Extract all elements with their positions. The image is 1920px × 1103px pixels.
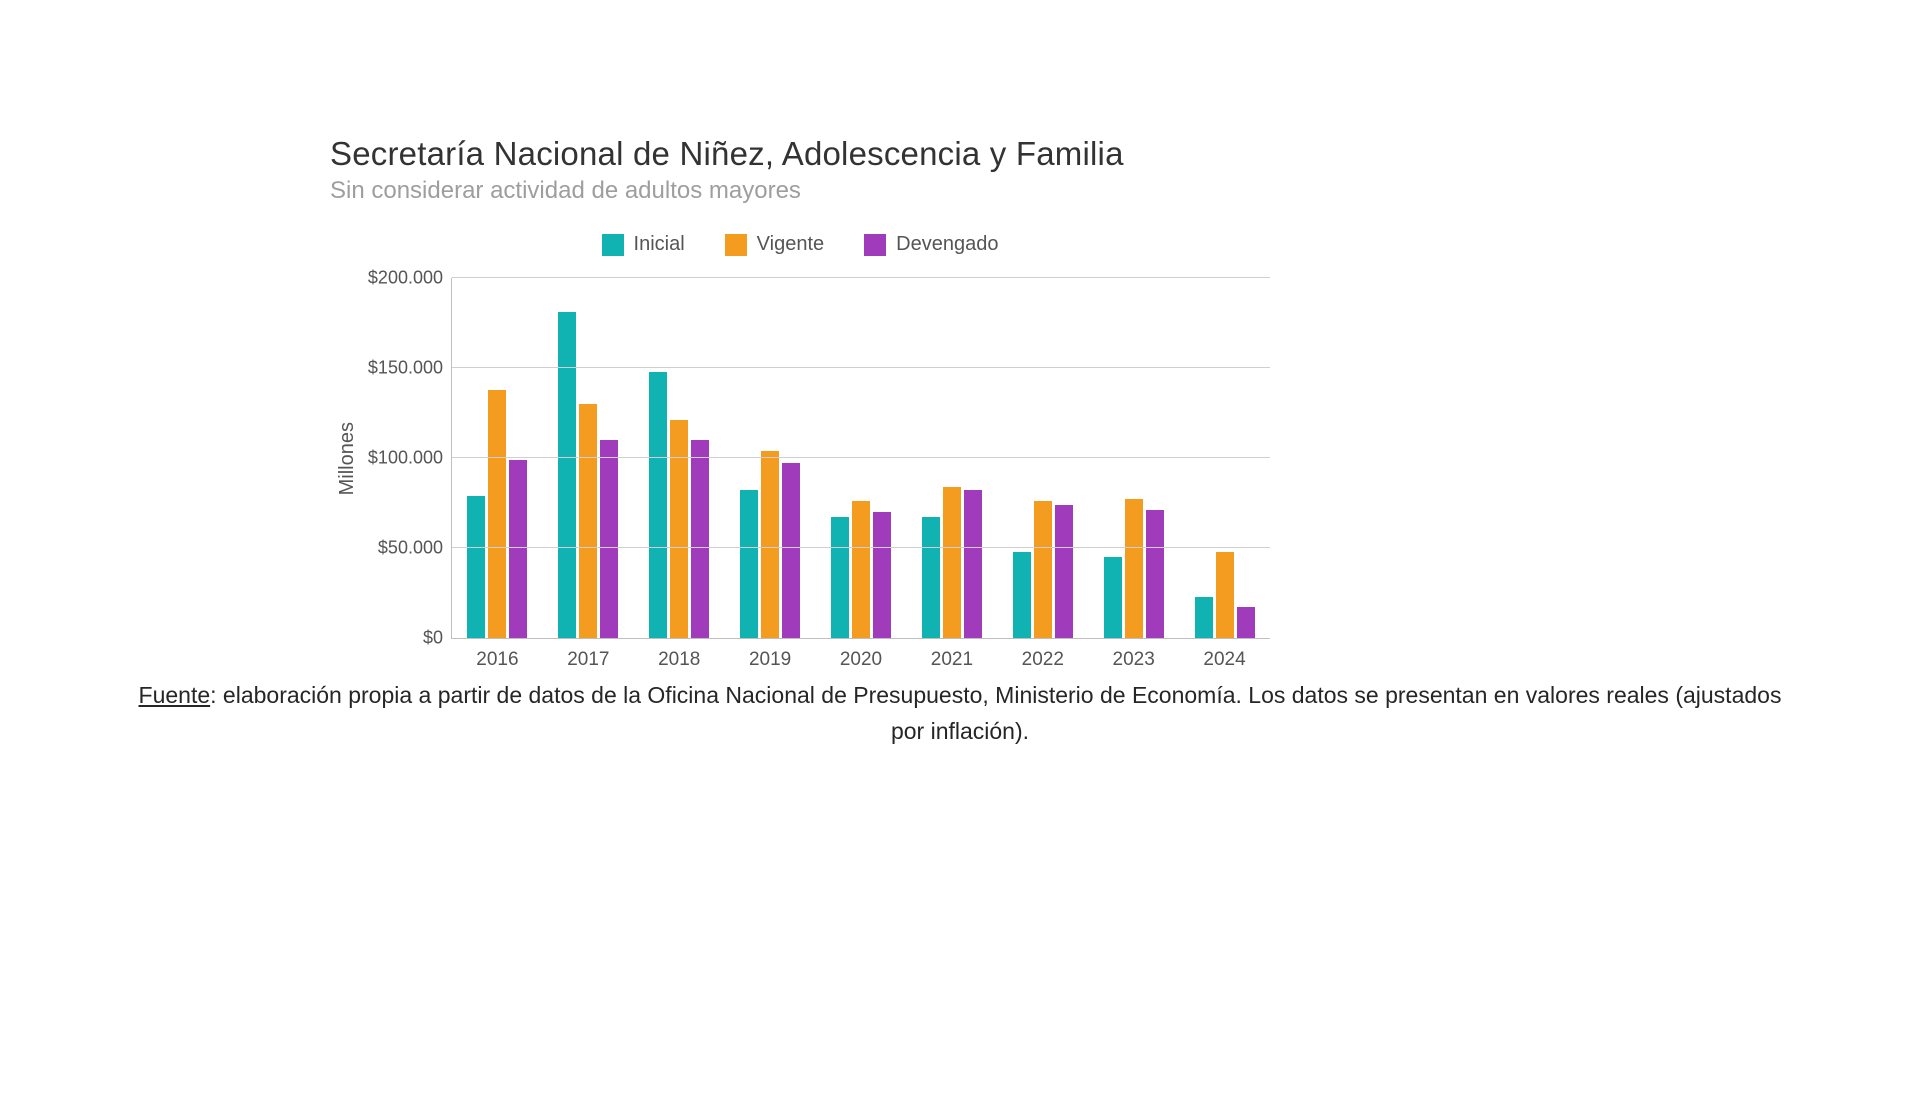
x-axis: 201620172018201920202021202220232024	[330, 639, 1270, 671]
chart-legend: Inicial Vigente Devengado	[330, 233, 1270, 256]
bar	[782, 463, 800, 638]
bar	[600, 440, 618, 638]
y-tick-label: $100.000	[368, 448, 443, 469]
bar	[943, 487, 961, 638]
bar-group	[634, 278, 725, 638]
bars-layer	[452, 278, 1270, 638]
y-tick-label: $0	[423, 628, 443, 649]
source-footnote: Fuente: elaboración propia a partir de d…	[120, 678, 1800, 749]
gridline	[452, 547, 1270, 548]
bar	[922, 517, 940, 638]
legend-label: Vigente	[757, 233, 824, 256]
bar	[831, 517, 849, 638]
bar	[670, 420, 688, 638]
chart-container: Secretaría Nacional de Niñez, Adolescenc…	[330, 135, 1270, 671]
bar	[649, 372, 667, 638]
x-tick-label: 2021	[906, 639, 997, 671]
bar	[1013, 552, 1031, 638]
plot-area	[451, 278, 1270, 639]
bar	[761, 451, 779, 638]
bar-group	[1088, 278, 1179, 638]
bar	[964, 490, 982, 638]
plot-row: Millones $0$50.000$100.000$150.000$200.0…	[330, 278, 1270, 639]
bar	[873, 512, 891, 638]
legend-item: Vigente	[725, 233, 824, 256]
x-tick-label: 2017	[543, 639, 634, 671]
x-tick-label: 2016	[452, 639, 543, 671]
source-label: Fuente	[139, 682, 211, 708]
bar-group	[1179, 278, 1270, 638]
x-tick-label: 2019	[725, 639, 816, 671]
bar	[1125, 499, 1143, 638]
bar-group	[997, 278, 1088, 638]
y-tick-label: $200.000	[368, 268, 443, 289]
bar-group	[906, 278, 997, 638]
bar-group	[725, 278, 816, 638]
legend-label: Inicial	[634, 233, 685, 256]
bar	[467, 496, 485, 638]
x-tick-label: 2020	[816, 639, 907, 671]
x-tick-label: 2022	[997, 639, 1088, 671]
bar-group	[543, 278, 634, 638]
chart-title: Secretaría Nacional de Niñez, Adolescenc…	[330, 135, 1270, 173]
x-tick-label: 2024	[1179, 639, 1270, 671]
bar-group	[452, 278, 543, 638]
bar	[852, 501, 870, 638]
legend-swatch	[725, 234, 747, 256]
source-text: : elaboración propia a partir de datos d…	[210, 682, 1781, 744]
x-tick-label: 2023	[1088, 639, 1179, 671]
bar	[558, 312, 576, 638]
bar	[691, 440, 709, 638]
bar	[1216, 552, 1234, 638]
legend-swatch	[864, 234, 886, 256]
gridline	[452, 277, 1270, 278]
bar	[579, 404, 597, 638]
chart-subtitle: Sin considerar actividad de adultos mayo…	[330, 177, 1270, 205]
y-tick-label: $150.000	[368, 358, 443, 379]
bar	[1034, 501, 1052, 638]
bar	[1237, 607, 1255, 638]
legend-swatch	[602, 234, 624, 256]
gridline	[452, 367, 1270, 368]
bar	[1055, 505, 1073, 638]
x-axis-ticks: 201620172018201920202021202220232024	[452, 639, 1270, 671]
legend-item: Inicial	[602, 233, 685, 256]
bar	[1146, 510, 1164, 638]
bar	[1195, 597, 1213, 638]
gridline	[452, 457, 1270, 458]
x-tick-label: 2018	[634, 639, 725, 671]
page: Secretaría Nacional de Niñez, Adolescenc…	[0, 0, 1920, 1103]
bar	[1104, 557, 1122, 638]
bar	[740, 490, 758, 638]
bar	[488, 390, 506, 638]
y-axis-ticks: $0$50.000$100.000$150.000$200.000	[359, 278, 451, 638]
legend-label: Devengado	[896, 233, 998, 256]
y-axis-label: Millones	[330, 422, 359, 495]
y-tick-label: $50.000	[378, 538, 443, 559]
legend-item: Devengado	[864, 233, 998, 256]
bar-group	[816, 278, 907, 638]
bar	[509, 460, 527, 638]
